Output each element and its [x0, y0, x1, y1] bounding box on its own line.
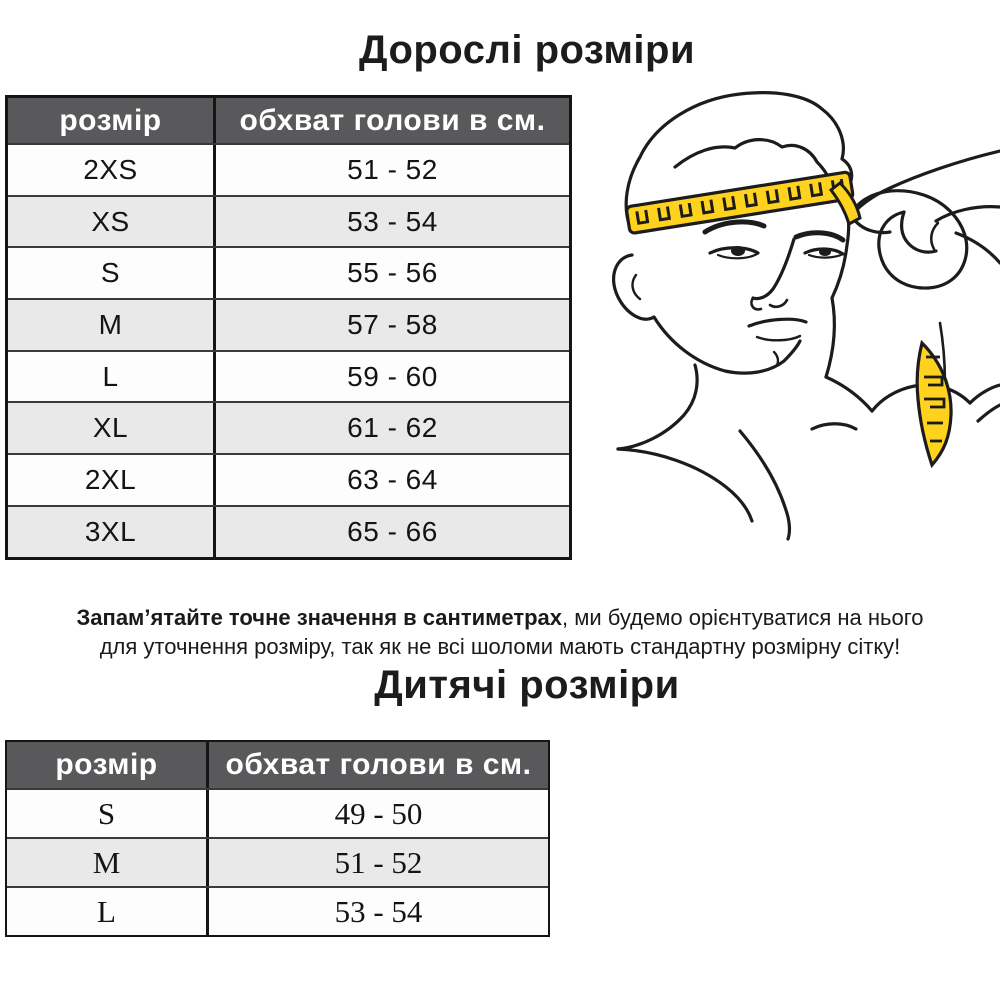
kids-size-table: розмір обхват голови в см. S 49 - 50 M 5…: [5, 740, 550, 937]
circumference-cell: 51 - 52: [347, 153, 438, 185]
circumference-cell: 65 - 66: [347, 515, 438, 547]
size-cell: S: [7, 790, 209, 837]
kids-sizes-title: Дитячі розміри: [374, 663, 680, 707]
kids-table-header-row: розмір обхват голови в см.: [7, 742, 548, 788]
table-row: XS 53 - 54: [8, 194, 569, 247]
note-bold-text: Запам’ятайте точне значення в сантиметра…: [76, 605, 563, 630]
jaw-neck: [616, 187, 1000, 541]
size-cell: XL: [8, 403, 216, 454]
circumference-cell: 53 - 54: [347, 205, 438, 237]
circumference-cell: 51 - 52: [334, 844, 423, 880]
size-cell: 2XS: [8, 145, 216, 195]
man-measuring-head-illustration: [612, 91, 1000, 541]
size-note: Запам’ятайте точне значення в сантиметра…: [0, 603, 1000, 661]
table-row: M 51 - 52: [7, 837, 548, 886]
tape-end-at-fingers: [828, 181, 862, 227]
note-second-line: для уточнення розміру, так як не всі шол…: [99, 634, 901, 659]
adult-size-column-header: розмір: [8, 98, 216, 143]
circumference-cell: 61 - 62: [347, 412, 438, 444]
table-row: L 53 - 54: [7, 886, 548, 935]
size-cell: M: [7, 839, 209, 886]
circumference-cell: 49 - 50: [334, 795, 423, 831]
circumference-cell: 57 - 58: [347, 308, 438, 340]
note-regular-text: , ми будемо орієнтуватися на нього: [562, 605, 924, 630]
circumference-cell: 63 - 64: [347, 463, 438, 495]
adult-table-body: 2XS 51 - 52 XS 53 - 54 S 55 - 56 M 57 - …: [8, 143, 569, 557]
size-cell: 2XL: [8, 455, 216, 505]
table-row: 3XL 65 - 66: [8, 504, 569, 557]
face-features: [702, 219, 846, 367]
table-row: L 59 - 60: [8, 349, 569, 402]
kids-table-body: S 49 - 50 M 51 - 52 L 53 - 54: [7, 788, 548, 935]
adult-table-header-row: розмір обхват голови в см.: [8, 98, 569, 143]
table-row: 2XL 63 - 64: [8, 453, 569, 505]
table-row: XL 61 - 62: [8, 401, 569, 454]
table-row: M 57 - 58: [8, 298, 569, 350]
adult-sizes-title: Дорослі розміри: [358, 28, 696, 72]
adult-circumference-column-header: обхват голови в см.: [239, 103, 546, 137]
circumference-cell: 59 - 60: [347, 360, 438, 392]
head-outline: [624, 91, 854, 229]
dangling-tape-end: [915, 339, 953, 469]
ear: [612, 253, 656, 321]
size-cell: S: [8, 248, 216, 299]
adult-size-table: розмір обхват голови в см. 2XS 51 - 52 X…: [5, 95, 572, 560]
size-cell: M: [8, 300, 216, 350]
table-row: S 49 - 50: [7, 788, 548, 837]
circumference-cell: 53 - 54: [334, 893, 423, 929]
size-cell: XS: [8, 196, 216, 247]
kids-size-column-header: розмір: [7, 742, 209, 788]
table-row: 2XS 51 - 52: [8, 143, 569, 195]
size-cell: 3XL: [8, 506, 216, 557]
size-cell: L: [7, 888, 209, 935]
table-row: S 55 - 56: [8, 246, 569, 299]
size-cell: L: [8, 351, 216, 402]
kids-circumference-column-header: обхват голови в см.: [225, 748, 532, 781]
circumference-cell: 55 - 56: [347, 257, 438, 289]
